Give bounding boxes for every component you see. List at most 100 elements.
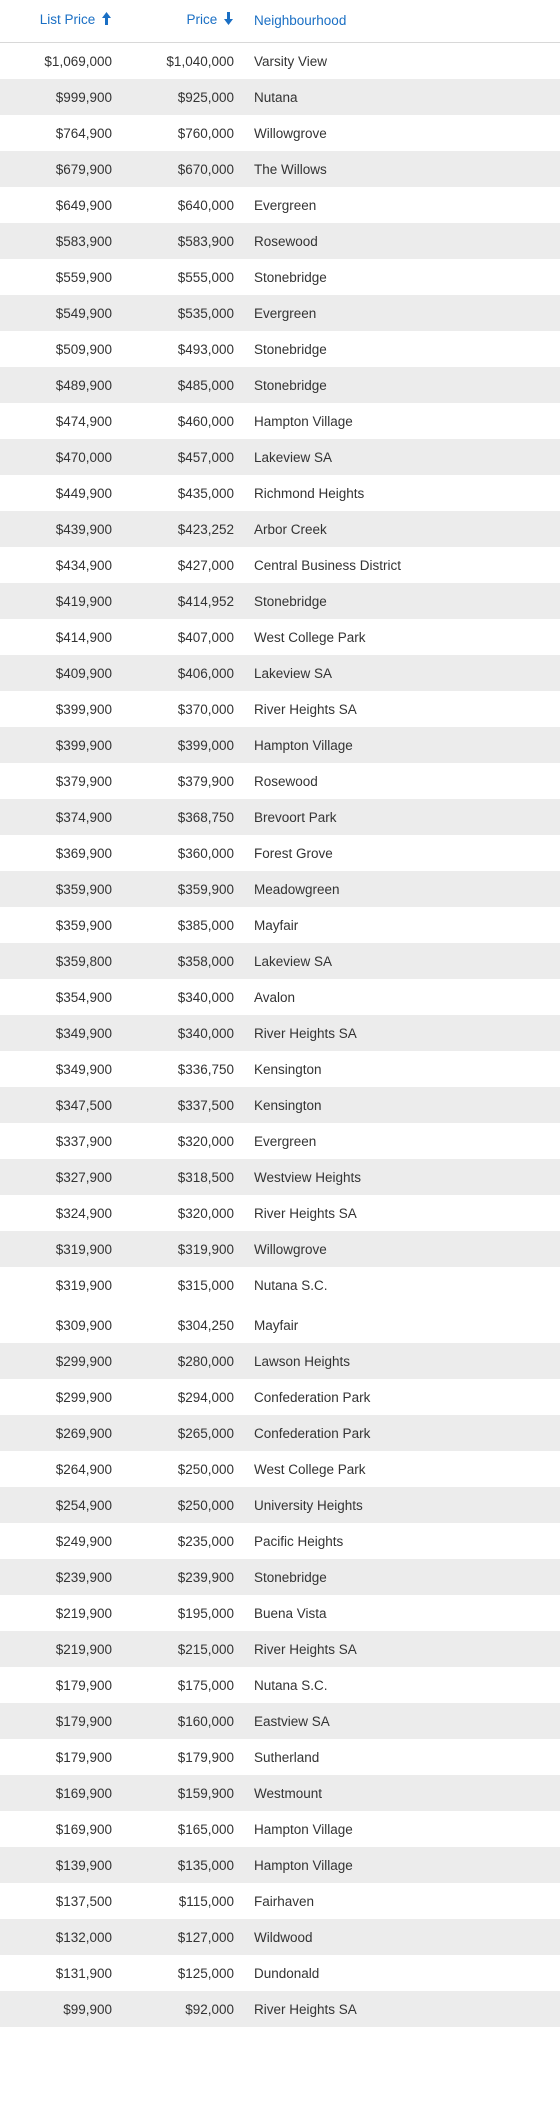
- table-row[interactable]: $264,900$250,000West College Park: [0, 1451, 560, 1487]
- table-row[interactable]: $439,900$423,252Arbor Creek: [0, 511, 560, 547]
- table-row[interactable]: $309,900$304,250Mayfair: [0, 1307, 560, 1343]
- table-row[interactable]: $374,900$368,750Brevoort Park: [0, 799, 560, 835]
- table-row[interactable]: $299,900$280,000Lawson Heights: [0, 1343, 560, 1379]
- cell-list-price: $559,900: [0, 259, 122, 295]
- cell-list-price: $239,900: [0, 1559, 122, 1595]
- cell-list-price: $354,900: [0, 979, 122, 1015]
- cell-neighbourhood: River Heights SA: [244, 1195, 560, 1231]
- table-row[interactable]: $414,900$407,000West College Park: [0, 619, 560, 655]
- table-row[interactable]: $132,000$127,000Wildwood: [0, 1919, 560, 1955]
- cell-list-price: $399,900: [0, 691, 122, 727]
- table-row[interactable]: $131,900$125,000Dundonald: [0, 1955, 560, 1991]
- cell-neighbourhood: Evergreen: [244, 1123, 560, 1159]
- cell-neighbourhood: Stonebridge: [244, 583, 560, 619]
- cell-neighbourhood: Westview Heights: [244, 1159, 560, 1195]
- cell-neighbourhood: Stonebridge: [244, 1559, 560, 1595]
- cell-list-price: $269,900: [0, 1415, 122, 1451]
- cell-list-price: $299,900: [0, 1343, 122, 1379]
- table-row[interactable]: $347,500$337,500Kensington: [0, 1087, 560, 1123]
- col-header-label: Price: [186, 12, 217, 27]
- table-row[interactable]: $319,900$319,900Willowgrove: [0, 1231, 560, 1267]
- table-row[interactable]: $219,900$195,000Buena Vista: [0, 1595, 560, 1631]
- cell-neighbourhood: Lawson Heights: [244, 1343, 560, 1379]
- table-row[interactable]: $349,900$340,000River Heights SA: [0, 1015, 560, 1051]
- cell-list-price: $219,900: [0, 1631, 122, 1667]
- table-row[interactable]: $179,900$175,000Nutana S.C.: [0, 1667, 560, 1703]
- table-row[interactable]: $649,900$640,000Evergreen: [0, 187, 560, 223]
- table-row[interactable]: $179,900$160,000Eastview SA: [0, 1703, 560, 1739]
- cell-list-price: $449,900: [0, 475, 122, 511]
- cell-neighbourhood: Confederation Park: [244, 1415, 560, 1451]
- cell-list-price: $434,900: [0, 547, 122, 583]
- cell-price: $127,000: [122, 1919, 244, 1955]
- cell-list-price: $359,900: [0, 907, 122, 943]
- table-row[interactable]: $359,900$385,000Mayfair: [0, 907, 560, 943]
- cell-list-price: $379,900: [0, 763, 122, 799]
- table-row[interactable]: $474,900$460,000Hampton Village: [0, 403, 560, 439]
- table-row[interactable]: $379,900$379,900Rosewood: [0, 763, 560, 799]
- cell-list-price: $1,069,000: [0, 43, 122, 80]
- table-row[interactable]: $359,900$359,900Meadowgreen: [0, 871, 560, 907]
- cell-list-price: $309,900: [0, 1307, 122, 1343]
- table-row[interactable]: $239,900$239,900Stonebridge: [0, 1559, 560, 1595]
- cell-price: $493,000: [122, 331, 244, 367]
- table-row[interactable]: $470,000$457,000Lakeview SA: [0, 439, 560, 475]
- table-row[interactable]: $583,900$583,900Rosewood: [0, 223, 560, 259]
- cell-neighbourhood: Westmount: [244, 1775, 560, 1811]
- table-row[interactable]: $434,900$427,000Central Business Distric…: [0, 547, 560, 583]
- table-row[interactable]: $219,900$215,000River Heights SA: [0, 1631, 560, 1667]
- table-row[interactable]: $269,900$265,000Confederation Park: [0, 1415, 560, 1451]
- table-row[interactable]: $419,900$414,952Stonebridge: [0, 583, 560, 619]
- cell-price: $360,000: [122, 835, 244, 871]
- col-header-price[interactable]: Price: [122, 0, 244, 43]
- col-header-list-price[interactable]: List Price: [0, 0, 122, 43]
- table-row[interactable]: $349,900$336,750Kensington: [0, 1051, 560, 1087]
- table-row[interactable]: $169,900$159,900Westmount: [0, 1775, 560, 1811]
- cell-neighbourhood: Pacific Heights: [244, 1523, 560, 1559]
- table-row[interactable]: $324,900$320,000River Heights SA: [0, 1195, 560, 1231]
- table-row[interactable]: $169,900$165,000Hampton Village: [0, 1811, 560, 1847]
- table-row[interactable]: $449,900$435,000Richmond Heights: [0, 475, 560, 511]
- cell-neighbourhood: Rosewood: [244, 763, 560, 799]
- table-row[interactable]: $359,800$358,000Lakeview SA: [0, 943, 560, 979]
- cell-list-price: $264,900: [0, 1451, 122, 1487]
- table-row[interactable]: $327,900$318,500Westview Heights: [0, 1159, 560, 1195]
- cell-price: $583,900: [122, 223, 244, 259]
- cell-neighbourhood: Meadowgreen: [244, 871, 560, 907]
- table-row[interactable]: $99,900$92,000River Heights SA: [0, 1991, 560, 2027]
- cell-list-price: $764,900: [0, 115, 122, 151]
- table-row[interactable]: $489,900$485,000Stonebridge: [0, 367, 560, 403]
- cell-price: $215,000: [122, 1631, 244, 1667]
- cell-price: $250,000: [122, 1451, 244, 1487]
- table-row[interactable]: $764,900$760,000Willowgrove: [0, 115, 560, 151]
- table-row[interactable]: $1,069,000$1,040,000Varsity View: [0, 43, 560, 80]
- table-row[interactable]: $137,500$115,000Fairhaven: [0, 1883, 560, 1919]
- cell-neighbourhood: Willowgrove: [244, 1231, 560, 1267]
- cell-list-price: $137,500: [0, 1883, 122, 1919]
- table-row[interactable]: $249,900$235,000Pacific Heights: [0, 1523, 560, 1559]
- cell-list-price: $337,900: [0, 1123, 122, 1159]
- table-row[interactable]: $299,900$294,000Confederation Park: [0, 1379, 560, 1415]
- table-row[interactable]: $179,900$179,900Sutherland: [0, 1739, 560, 1775]
- table-row[interactable]: $369,900$360,000Forest Grove: [0, 835, 560, 871]
- table-row[interactable]: $399,900$399,000Hampton Village: [0, 727, 560, 763]
- table-row[interactable]: $139,900$135,000Hampton Village: [0, 1847, 560, 1883]
- table-row[interactable]: $559,900$555,000Stonebridge: [0, 259, 560, 295]
- table-row[interactable]: $337,900$320,000Evergreen: [0, 1123, 560, 1159]
- table-row[interactable]: $509,900$493,000Stonebridge: [0, 331, 560, 367]
- table-row[interactable]: $999,900$925,000Nutana: [0, 79, 560, 115]
- cell-price: $368,750: [122, 799, 244, 835]
- table-row[interactable]: $549,900$535,000Evergreen: [0, 295, 560, 331]
- col-header-neighbourhood[interactable]: Neighbourhood: [244, 0, 560, 43]
- table-row[interactable]: $399,900$370,000River Heights SA: [0, 691, 560, 727]
- table-row[interactable]: $409,900$406,000Lakeview SA: [0, 655, 560, 691]
- table-row[interactable]: $254,900$250,000University Heights: [0, 1487, 560, 1523]
- table-row[interactable]: $354,900$340,000Avalon: [0, 979, 560, 1015]
- cell-list-price: $319,900: [0, 1231, 122, 1267]
- cell-neighbourhood: Willowgrove: [244, 115, 560, 151]
- table-row[interactable]: $679,900$670,000The Willows: [0, 151, 560, 187]
- cell-neighbourhood: Hampton Village: [244, 1847, 560, 1883]
- table-row[interactable]: $319,900$315,000Nutana S.C.: [0, 1267, 560, 1303]
- cell-list-price: $374,900: [0, 799, 122, 835]
- cell-price: $555,000: [122, 259, 244, 295]
